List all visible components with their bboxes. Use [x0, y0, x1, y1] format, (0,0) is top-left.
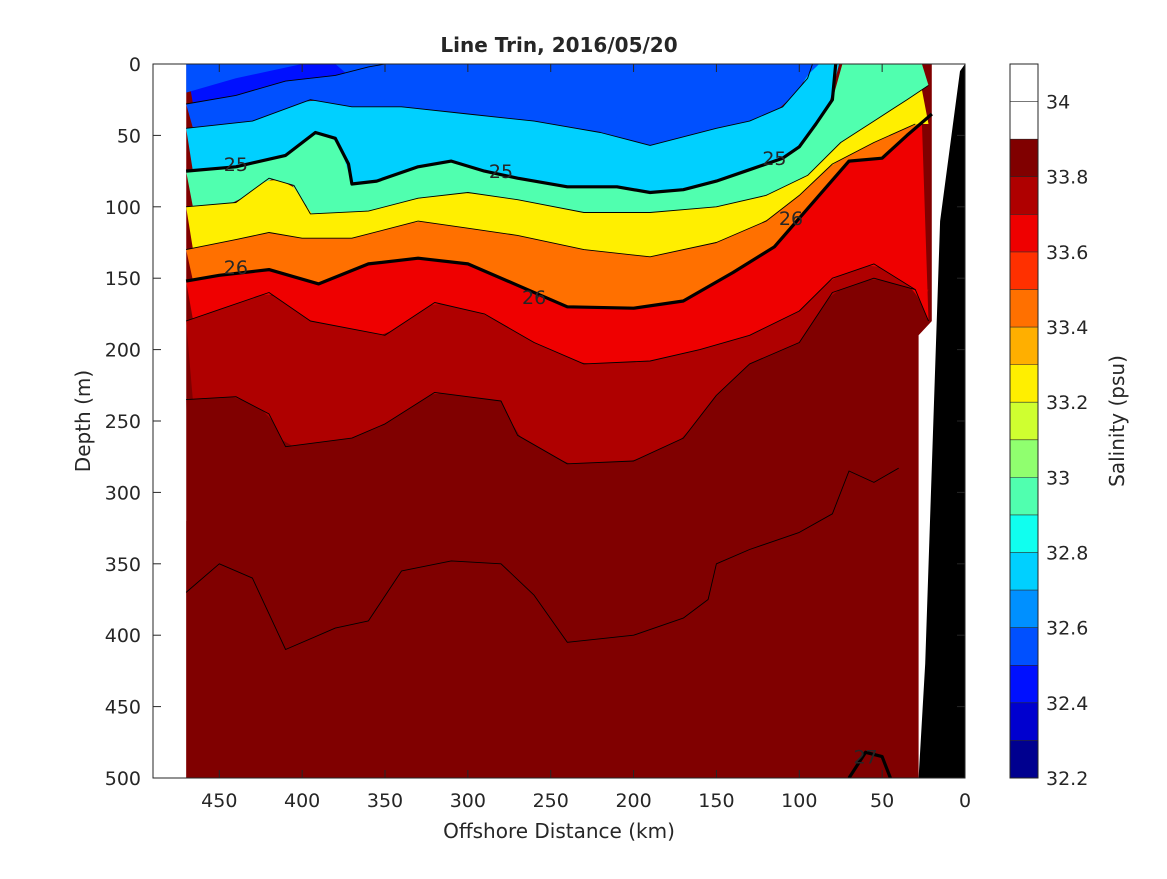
colorbar-swatch — [1010, 702, 1038, 741]
colorbar-swatch — [1010, 402, 1038, 440]
colorbar-swatch — [1010, 665, 1038, 703]
colorbar-tick-label: 33.8 — [1046, 167, 1088, 189]
seafloor-bathymetry — [918, 64, 965, 778]
salinity-region — [186, 64, 767, 122]
x-tick-label: 250 — [533, 790, 569, 812]
contour-label: 25 — [489, 161, 513, 183]
density-contour — [185, 467, 899, 650]
colorbar-tick-label: 33.4 — [1046, 317, 1088, 339]
y-axis: 0 50 100 150 200 250 300 350 400 450 500 — [105, 54, 965, 790]
colorbar-swatch — [1010, 514, 1038, 553]
density-contour-labeled — [847, 750, 892, 778]
x-tick-label: 50 — [870, 790, 894, 812]
density-contour — [186, 64, 386, 105]
y-tick-label: 450 — [105, 697, 141, 719]
x-tick-label: 450 — [201, 790, 237, 812]
x-tick-label: 200 — [615, 790, 651, 812]
x-tick-label: 0 — [959, 790, 971, 812]
colorbar-tick-label: 32.8 — [1046, 543, 1088, 565]
x-tick-label: 100 — [781, 790, 817, 812]
x-axis-label: Offshore Distance (km) — [443, 819, 675, 843]
x-tick-label: 400 — [284, 790, 320, 812]
x-tick-label: 150 — [698, 790, 734, 812]
y-tick-label: 350 — [105, 554, 141, 576]
colorbar-swatch — [1010, 327, 1038, 365]
salinity-band — [186, 264, 929, 464]
contour-label: 26 — [779, 208, 803, 230]
colorbar-swatch — [1010, 590, 1038, 628]
x-axis: 450 400 350 300 250 200 150 100 50 0 — [201, 64, 971, 812]
density-contour — [185, 263, 929, 365]
colorbar-swatch — [1010, 289, 1038, 328]
colorbar-swatch — [1010, 552, 1038, 591]
colorbar: 32.2 32.4 32.6 32.8 33 33.2 33.4 33.6 33.8 34 — [1009, 63, 1088, 790]
colorbar-swatch — [1010, 139, 1038, 177]
contour-label: 25 — [224, 154, 248, 176]
y-tick-label: 250 — [105, 411, 141, 433]
density-contour-labeled — [185, 64, 838, 195]
x-tick-label: 300 — [450, 790, 486, 812]
salinity-band — [186, 64, 929, 214]
contour-label: 27 — [853, 747, 877, 769]
y-tick-label: 300 — [105, 482, 141, 504]
y-tick-label: 50 — [117, 125, 141, 147]
salinity-region — [186, 442, 916, 778]
colorbar-tick-label: 32.4 — [1046, 693, 1088, 715]
colorbar-frame — [1009, 63, 1039, 779]
salinity-band — [186, 122, 929, 364]
colorbar-tick-label: 32.6 — [1046, 618, 1088, 640]
colorbar-tick-label: 33.6 — [1046, 242, 1088, 264]
colorbar-swatch — [1010, 740, 1038, 778]
y-tick-label: 100 — [105, 197, 141, 219]
y-axis-label: Depth (m) — [71, 370, 95, 472]
plot-area: 25 25 25 26 26 26 27 — [153, 64, 965, 778]
colorbar-swatch — [1010, 251, 1038, 290]
colorbar-label: Salinity (psu) — [1105, 355, 1129, 487]
colorbar-swatch — [1010, 439, 1038, 478]
colorbar-swatch — [1010, 477, 1038, 515]
contour-label: 26 — [522, 287, 546, 309]
colorbar-swatch — [1010, 214, 1038, 252]
colorbar-swatch — [1010, 627, 1038, 666]
y-tick-label: 200 — [105, 340, 141, 362]
density-contour-labeled — [185, 112, 933, 310]
colorbar-tick-label: 34 — [1046, 92, 1070, 114]
colorbar-tick-label: 33 — [1046, 467, 1070, 489]
x-tick-label: 350 — [367, 790, 403, 812]
colorbar-swatch — [1010, 364, 1038, 403]
y-tick-label: 150 — [105, 268, 141, 290]
colorbar-swatch — [1010, 176, 1038, 215]
chart-title: Line Trin, 2016/05/20 — [440, 33, 677, 57]
density-contour — [186, 123, 916, 258]
y-tick-label: 500 — [105, 768, 141, 790]
salinity-band — [186, 116, 929, 309]
colorbar-tick-label: 33.2 — [1046, 392, 1088, 414]
y-tick-label: 0 — [129, 54, 141, 76]
salinity-band — [186, 64, 929, 193]
contour-label: 26 — [224, 257, 248, 279]
density-contour — [186, 277, 916, 465]
contour-label: 25 — [762, 148, 786, 170]
colorbar-tick-label: 32.2 — [1046, 768, 1088, 790]
density-contour — [186, 85, 929, 215]
density-contour — [186, 64, 813, 146]
y-tick-label: 400 — [105, 625, 141, 647]
salinity-band — [186, 89, 929, 257]
